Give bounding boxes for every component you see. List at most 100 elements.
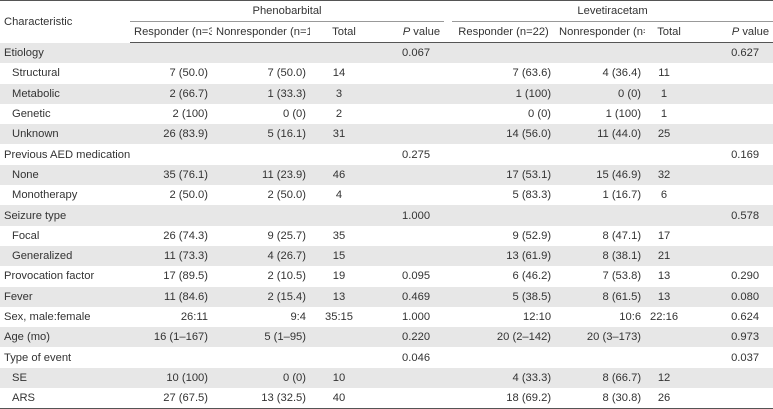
leve-nonresponder-cell: 11 (44.0): [555, 124, 646, 145]
leve-nonresponder-cell: 8 (30.8): [555, 388, 646, 409]
pheno-nonresponder-cell: 5 (1–95): [212, 327, 310, 348]
pheno-pvalue-cell: [378, 367, 445, 389]
leve-responder-cell: 5 (38.5): [452, 286, 556, 307]
pheno-responder-cell: 10 (100): [130, 367, 212, 389]
leve-total-cell: 6: [660, 189, 668, 202]
leve-responder-cell: 14 (56.0): [452, 124, 556, 145]
pheno-total-header: Total: [310, 21, 378, 43]
pheno-total-cell: [310, 205, 378, 226]
leve-nonresponder-cell: [555, 42, 646, 64]
leve-pvalue-cell: 0.169: [731, 148, 760, 161]
group-gap-cell: [444, 83, 453, 104]
pheno-pvalue-p: P: [402, 26, 411, 38]
group-gap-cell: [444, 327, 453, 348]
pheno-responder-cell: 2 (100): [172, 108, 208, 121]
table-row: Previous AED medication 0.275 0.169: [0, 144, 773, 164]
pheno-nonresponder-cell: 2 (10.5): [267, 270, 306, 283]
leve-responder-header: Responder (n=22): [452, 21, 556, 43]
row-label: Generalized: [0, 245, 130, 267]
leve-nonresponder-cell: 4 (36.4): [602, 67, 642, 80]
row-label: Fever: [0, 286, 130, 307]
leve-nonresponder-cell: 8 (61.5): [555, 286, 646, 307]
leve-responder-cell: 7 (63.6): [512, 67, 552, 80]
group-gap-cell: [444, 388, 453, 409]
leve-responder-cell: 6 (46.2): [512, 270, 552, 283]
leve-total-cell: [645, 327, 694, 348]
pheno-nonresponder-cell: 11 (23.9): [212, 164, 310, 186]
table-row: Monotherapy 2 (50.0) 2 (50.0) 4 5 (83.3) 1 (1…: [0, 185, 773, 205]
leve-pvalue-word: value: [739, 26, 770, 38]
pheno-nonresponder-cell: [212, 42, 310, 64]
leve-pvalue-cell: 0.973: [693, 327, 773, 348]
table-row: Provocation factor 17 (89.5) 2 (10.5) 19 0.0…: [0, 266, 773, 286]
leve-pvalue-cell: [693, 83, 773, 104]
pheno-pvalue-cell: [378, 388, 445, 409]
leve-nonresponder-cell: 7 (53.8): [602, 270, 642, 283]
pheno-nonresponder-cell: 1 (33.3): [212, 83, 310, 104]
leve-pvalue-cell: 0.578: [693, 205, 773, 226]
leve-pvalue-cell: [693, 63, 773, 83]
leve-pvalue-cell: 0.627: [693, 42, 773, 64]
pheno-total-cell: 15: [310, 245, 378, 267]
leve-total-cell: 13: [657, 270, 671, 283]
group-gap: [444, 0, 453, 22]
pheno-pvalue-cell: 0.095: [402, 270, 431, 283]
leve-pvalue-cell: [693, 124, 773, 145]
table-body: Etiology 0.067 0.627 Structural 7 (50.0) 7 (5…: [0, 42, 773, 409]
leve-total-cell: [645, 205, 694, 226]
leve-nonresponder-cell: 1 (100): [605, 108, 642, 121]
pheno-pvalue-header: P value: [378, 21, 445, 43]
pheno-pvalue-cell: [378, 185, 444, 205]
leve-pvalue-cell: 0.290: [731, 270, 760, 283]
row-label: Sex, male:female: [4, 311, 91, 323]
pheno-responder-cell: [130, 347, 212, 367]
pheno-pvalue-cell: 0.046: [402, 351, 431, 364]
pheno-total-cell: [310, 327, 378, 348]
table-row: ARS 27 (67.5) 13 (32.5) 40 18 (69.2) 8 (30.8)…: [0, 388, 773, 409]
leve-total-cell: 17: [657, 229, 671, 242]
table-row: Age (mo) 16 (1–167) 5 (1–95) 0.220 20 (2–142…: [0, 327, 773, 348]
group-gap-cell: [444, 245, 453, 267]
pheno-responder-cell: 26 (74.3): [163, 229, 208, 242]
pheno-pvalue-cell: [378, 104, 444, 124]
pheno-nonresponder-cell: 9 (25.7): [267, 229, 306, 242]
leve-nonresponder-cell: [555, 144, 645, 164]
row-label: Etiology: [0, 42, 130, 64]
pheno-total-cell: [310, 347, 378, 367]
leve-pvalue-header: P value: [693, 21, 773, 43]
pheno-nonresponder-cell: 0 (0): [282, 108, 306, 121]
pheno-pvalue-cell: 1.000: [402, 311, 431, 323]
pheno-pvalue-cell: 1.000: [378, 205, 445, 226]
pheno-responder-cell: 2 (50.0): [169, 189, 208, 202]
row-label: Seizure type: [0, 205, 130, 226]
row-label: Type of event: [4, 351, 72, 364]
leve-nonresponder-cell: 0 (0): [555, 83, 646, 104]
leve-total-cell: 1: [660, 108, 668, 121]
group-gap-cell: [444, 205, 453, 226]
leve-total-cell: 1: [645, 83, 694, 104]
leve-nonresponder-cell: 8 (38.1): [555, 245, 646, 267]
pheno-nonresponder-cell: 4 (26.7): [212, 245, 310, 267]
row-label: Provocation factor: [4, 270, 95, 283]
pheno-total-cell: [310, 42, 378, 64]
pheno-nonresponder-cell: 5 (16.1): [212, 124, 310, 145]
pheno-responder-cell: [130, 42, 212, 64]
table-row: Genetic 2 (100) 0 (0) 2 0 (0) 1 (100) 1: [0, 104, 773, 124]
leve-responder-cell: 5 (83.3): [512, 189, 552, 202]
pheno-responder-cell: 11 (84.6): [130, 286, 212, 307]
row-label: Structural: [12, 67, 60, 80]
group-gap-cell: [444, 144, 452, 164]
leve-total-cell: [645, 42, 694, 64]
table-row: Etiology 0.067 0.627: [0, 42, 773, 64]
leve-nonresponder-cell: [555, 347, 645, 367]
pheno-responder-cell: [130, 144, 212, 164]
table-row: Seizure type 1.000 0.578: [0, 205, 773, 226]
table-row: Type of event 0.046 0.037: [0, 347, 773, 367]
row-label: SE: [0, 367, 130, 389]
leve-total-cell: [645, 347, 693, 367]
pheno-total-cell: 35:15: [325, 311, 353, 323]
leve-responder-cell: 0 (0): [528, 108, 552, 121]
leve-pvalue-cell: 0.624: [731, 311, 760, 323]
leve-total-cell: 12: [645, 367, 694, 389]
